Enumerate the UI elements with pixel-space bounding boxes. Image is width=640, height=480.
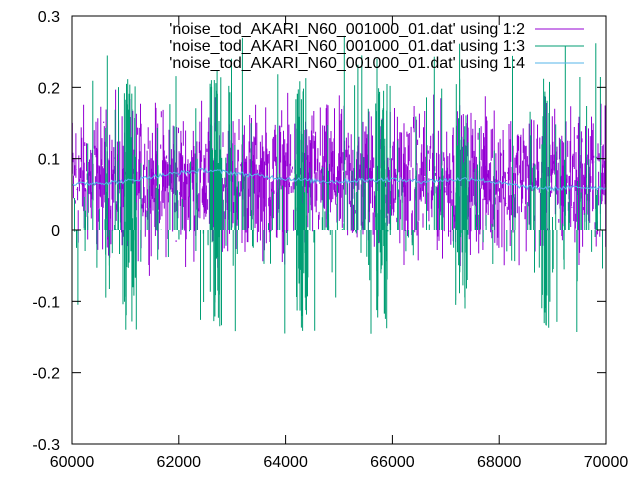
x-tick-label: 70000 xyxy=(584,454,629,471)
y-tick-label: 0.3 xyxy=(38,9,60,26)
legend: 'noise_tod_AKARI_N60_001000_01.dat' usin… xyxy=(169,21,584,72)
x-tick-label: 62000 xyxy=(157,454,202,471)
x-tick-label: 64000 xyxy=(263,454,308,471)
legend-label-3: 'noise_tod_AKARI_N60_001000_01.dat' usin… xyxy=(169,55,525,72)
series-2-impulses xyxy=(74,35,603,334)
y-tick-label: -0.1 xyxy=(32,294,60,311)
x-tick-label: 66000 xyxy=(370,454,415,471)
y-tick-label: -0.3 xyxy=(32,437,60,454)
y-tick-label: 0 xyxy=(51,223,60,240)
y-tick-label: -0.2 xyxy=(32,366,60,383)
series-2-trace xyxy=(74,35,603,334)
y-tick-label: 0.2 xyxy=(38,80,60,97)
series-3-line xyxy=(71,167,607,192)
legend-label-1: 'noise_tod_AKARI_N60_001000_01.dat' usin… xyxy=(169,21,525,38)
x-tick-label: 68000 xyxy=(477,454,522,471)
x-tick-label: 60000 xyxy=(50,454,95,471)
y-tick-label: 0.1 xyxy=(38,152,60,169)
legend-label-2: 'noise_tod_AKARI_N60_001000_01.dat' usin… xyxy=(169,38,525,55)
data-layer xyxy=(71,35,607,334)
